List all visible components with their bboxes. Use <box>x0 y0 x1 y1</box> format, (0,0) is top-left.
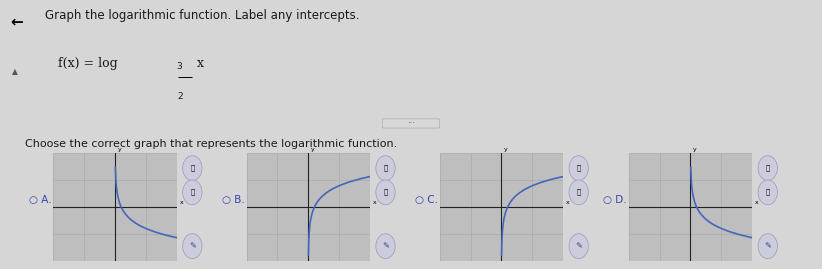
Text: x: x <box>566 200 570 205</box>
Text: 🔍: 🔍 <box>576 189 581 195</box>
Text: 🔍: 🔍 <box>383 189 388 195</box>
Circle shape <box>758 180 778 205</box>
Text: y: y <box>311 147 315 152</box>
Circle shape <box>569 156 589 180</box>
Text: 3: 3 <box>177 62 182 71</box>
Text: y: y <box>504 147 508 152</box>
Text: y: y <box>693 147 697 152</box>
Circle shape <box>758 156 778 180</box>
Circle shape <box>182 180 202 205</box>
Circle shape <box>569 180 589 205</box>
Text: Choose the correct graph that represents the logarithmic function.: Choose the correct graph that represents… <box>25 139 397 148</box>
Text: 🔍: 🔍 <box>190 164 195 171</box>
Circle shape <box>182 156 202 180</box>
Text: ←: ← <box>10 15 23 30</box>
Text: ···: ··· <box>407 119 415 128</box>
Text: 2: 2 <box>178 91 183 101</box>
Text: ✎: ✎ <box>764 241 771 250</box>
Text: ○ B.: ○ B. <box>222 194 244 205</box>
Text: f(x) = log: f(x) = log <box>58 57 118 70</box>
Circle shape <box>376 156 395 180</box>
Text: x: x <box>180 200 183 205</box>
Circle shape <box>376 234 395 259</box>
Text: x: x <box>755 200 759 205</box>
Text: 🔍: 🔍 <box>765 189 770 195</box>
Text: x: x <box>197 57 205 70</box>
Circle shape <box>569 234 589 259</box>
Text: x: x <box>373 200 376 205</box>
Text: ○ C.: ○ C. <box>414 194 437 205</box>
Text: 🔍: 🔍 <box>190 189 195 195</box>
Circle shape <box>376 180 395 205</box>
Text: ✎: ✎ <box>382 241 389 250</box>
Text: ▲: ▲ <box>12 67 18 76</box>
Text: ○ D.: ○ D. <box>603 194 626 205</box>
Text: ✎: ✎ <box>189 241 196 250</box>
Text: ○ A.: ○ A. <box>29 194 51 205</box>
Text: 🔍: 🔍 <box>765 164 770 171</box>
Text: 🔍: 🔍 <box>383 164 388 171</box>
Text: ✎: ✎ <box>575 241 582 250</box>
FancyBboxPatch shape <box>382 119 440 128</box>
Circle shape <box>182 234 202 259</box>
Text: Graph the logarithmic function. Label any intercepts.: Graph the logarithmic function. Label an… <box>45 9 360 22</box>
Text: 🔍: 🔍 <box>576 164 581 171</box>
Circle shape <box>758 234 778 259</box>
Text: y: y <box>118 147 122 152</box>
